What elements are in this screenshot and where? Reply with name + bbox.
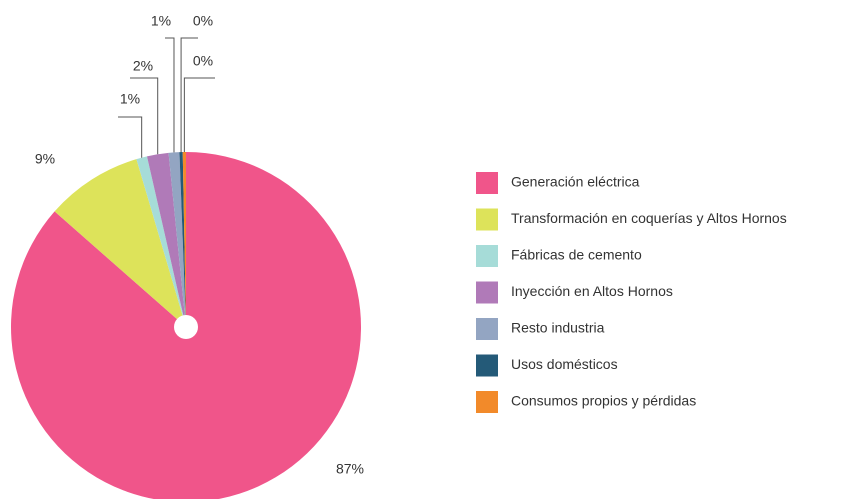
pie-slice [146,152,186,327]
leader-line [180,37,198,153]
pie-slice [182,152,186,327]
data-label: 2% [133,58,153,74]
pie-slice [54,159,186,327]
legend-label: Transformación en coquerías y Altos Horn… [511,210,787,226]
leader-line [183,77,215,153]
pie-slice [179,152,186,327]
pie-hole [174,315,198,339]
data-label: 0% [193,13,213,29]
leader-line [118,116,143,158]
legend-swatch [476,172,498,194]
legend-swatch [476,245,498,267]
legend-label: Resto industria [511,320,605,336]
leader-line [165,37,175,153]
legend-label: Generación eléctrica [511,174,640,190]
leader-line [130,77,159,155]
legend-label: Inyección en Altos Hornos [511,283,673,299]
data-label: 1% [120,91,140,107]
legend-swatch [476,391,498,413]
legend-label: Consumos propios y pérdidas [511,393,696,409]
data-label: 0% [193,53,213,69]
data-label: 9% [35,151,55,167]
legend-swatch [476,318,498,340]
legend-swatch [476,281,498,304]
legend-swatch [476,354,498,377]
pie-slice [168,152,186,327]
legend-label: Fábricas de cemento [511,247,642,263]
legend-swatch [476,208,498,231]
data-label: 1% [151,13,171,29]
pie-slice [136,156,186,327]
legend-label: Usos domésticos [511,356,618,372]
data-label: 87% [336,461,364,477]
